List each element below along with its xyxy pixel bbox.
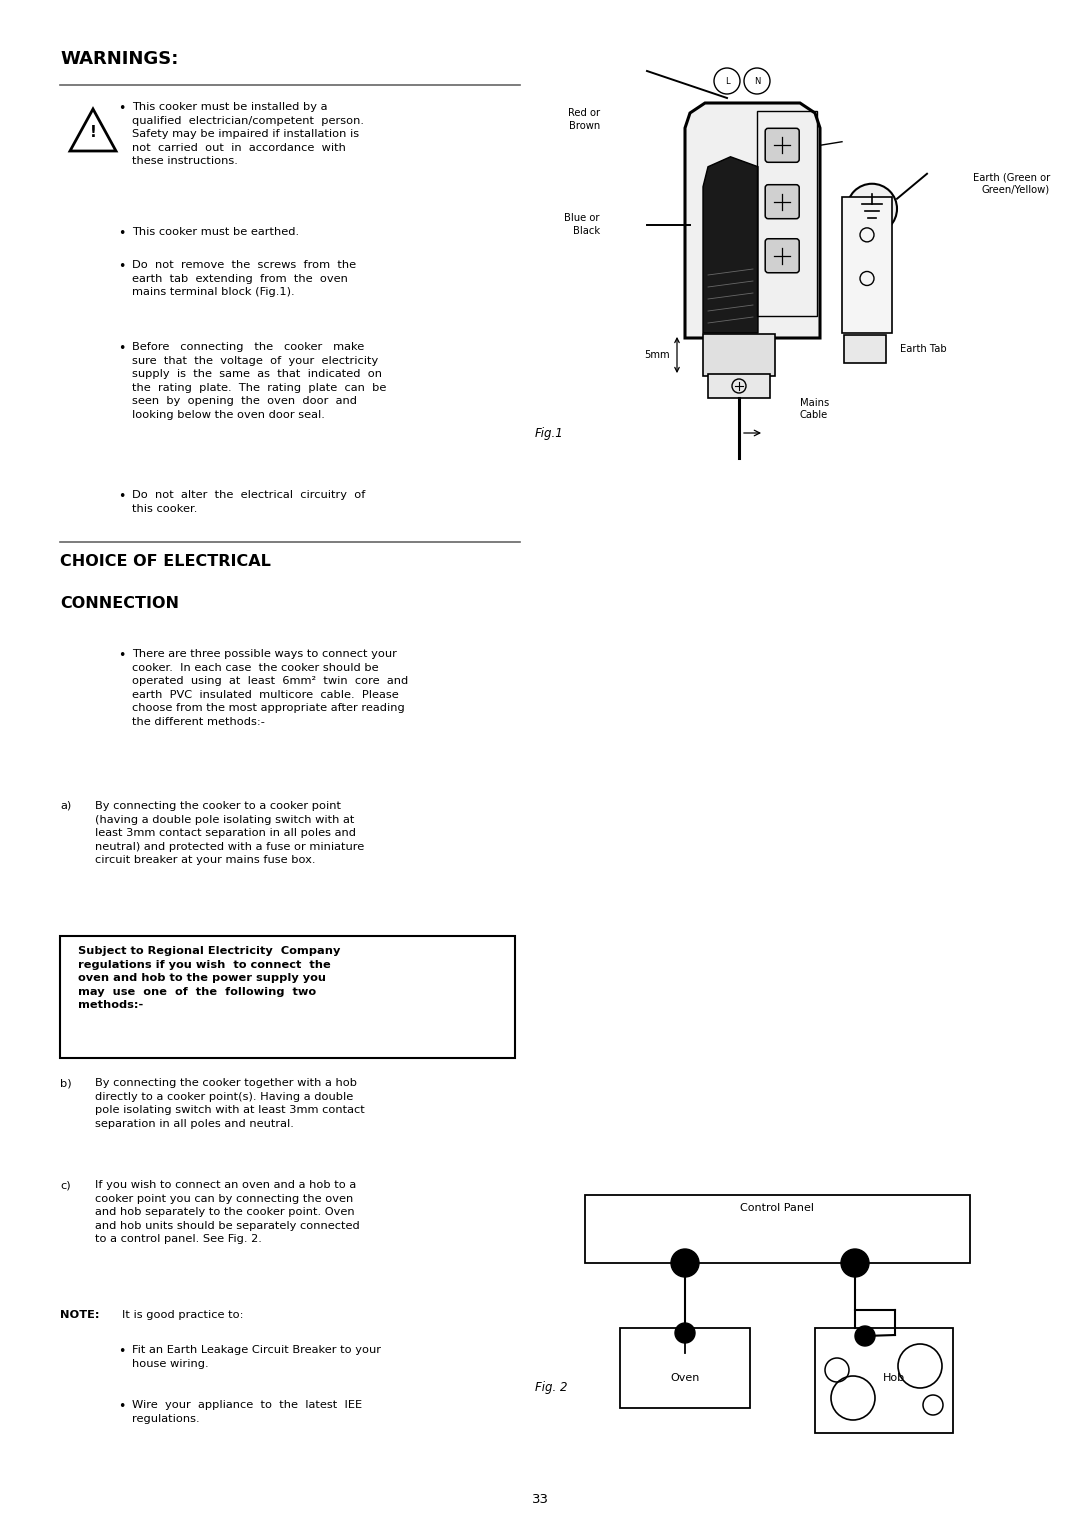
PathPatch shape — [685, 102, 820, 338]
Circle shape — [841, 1248, 869, 1277]
Text: This cooker must be installed by a
qualified  electrician/competent  person.
Saf: This cooker must be installed by a quali… — [132, 102, 364, 167]
Bar — [703, 335, 775, 376]
FancyBboxPatch shape — [766, 185, 799, 219]
Text: •: • — [118, 1345, 125, 1358]
Bar — [843, 335, 886, 364]
Text: 33: 33 — [531, 1493, 549, 1507]
FancyBboxPatch shape — [766, 238, 799, 274]
Circle shape — [714, 69, 740, 95]
Text: •: • — [118, 649, 125, 662]
Text: There are three possible ways to connect your
cooker.  In each case  the cooker : There are three possible ways to connect… — [132, 649, 408, 727]
Text: This cooker must be earthed.: This cooker must be earthed. — [132, 228, 299, 237]
Text: Fig.1: Fig.1 — [535, 426, 564, 440]
Text: !: ! — [90, 124, 96, 139]
Text: Wire  your  appliance  to  the  latest  IEE
regulations.: Wire your appliance to the latest IEE re… — [132, 1400, 362, 1424]
Text: If you wish to connect an oven and a hob to a
cooker point you can by connecting: If you wish to connect an oven and a hob… — [95, 1180, 360, 1244]
Bar — [842, 197, 892, 333]
Text: NOTE:: NOTE: — [60, 1309, 99, 1320]
Bar — [815, 1328, 953, 1433]
Circle shape — [671, 1248, 699, 1277]
Circle shape — [744, 69, 770, 95]
Text: CHOICE OF ELECTRICAL: CHOICE OF ELECTRICAL — [60, 555, 271, 568]
Text: L: L — [725, 76, 729, 86]
Bar — [585, 1195, 970, 1264]
Circle shape — [855, 1326, 875, 1346]
Text: Earth Tab: Earth Tab — [900, 344, 947, 354]
Text: Hob: Hob — [883, 1374, 905, 1383]
Text: By connecting the cooker together with a hob
directly to a cooker point(s). Havi: By connecting the cooker together with a… — [95, 1077, 365, 1129]
Text: Earth (Green or
Green/Yellow): Earth (Green or Green/Yellow) — [973, 173, 1050, 196]
Text: Fit an Earth Leakage Circuit Breaker to your
house wiring.: Fit an Earth Leakage Circuit Breaker to … — [132, 1345, 381, 1369]
Text: •: • — [118, 102, 125, 115]
Text: Do  not  alter  the  electrical  circuitry  of
this cooker.: Do not alter the electrical circuitry of… — [132, 490, 365, 513]
Text: By connecting the cooker to a cooker point
(having a double pole isolating switc: By connecting the cooker to a cooker poi… — [95, 801, 364, 865]
Bar — [620, 1328, 750, 1407]
Text: Oven: Oven — [671, 1374, 700, 1383]
Text: Control Panel: Control Panel — [741, 1203, 814, 1213]
Text: CONNECTION: CONNECTION — [60, 596, 179, 611]
Text: WARNINGS:: WARNINGS: — [60, 50, 178, 69]
Text: N: N — [754, 76, 760, 86]
Text: •: • — [118, 260, 125, 274]
PathPatch shape — [703, 157, 758, 333]
FancyBboxPatch shape — [766, 128, 799, 162]
Text: Blue or
Black: Blue or Black — [565, 214, 600, 235]
Text: Red or
Brown: Red or Brown — [568, 108, 600, 131]
Text: Do  not  remove  the  screws  from  the
earth  tab  extending  from  the  oven
m: Do not remove the screws from the earth … — [132, 260, 356, 298]
Text: c): c) — [60, 1180, 70, 1190]
Text: a): a) — [60, 801, 71, 811]
Text: Subject to Regional Electricity  Company
regulations if you wish  to connect  th: Subject to Regional Electricity Company … — [78, 946, 340, 1010]
Text: Mains
Cable: Mains Cable — [800, 397, 829, 420]
Text: 5mm: 5mm — [645, 350, 670, 361]
Circle shape — [675, 1323, 696, 1343]
Text: b): b) — [60, 1077, 71, 1088]
Text: •: • — [118, 228, 125, 240]
Text: •: • — [118, 490, 125, 503]
Circle shape — [847, 183, 897, 234]
Text: •: • — [118, 1400, 125, 1413]
Bar — [708, 374, 770, 397]
Bar — [757, 112, 816, 316]
Text: Fig. 2: Fig. 2 — [535, 1381, 567, 1395]
Text: It is good practice to:: It is good practice to: — [122, 1309, 243, 1320]
Text: •: • — [118, 342, 125, 354]
Text: Before   connecting   the   cooker   make
sure  that  the  voltage  of  your  el: Before connecting the cooker make sure t… — [132, 342, 387, 420]
